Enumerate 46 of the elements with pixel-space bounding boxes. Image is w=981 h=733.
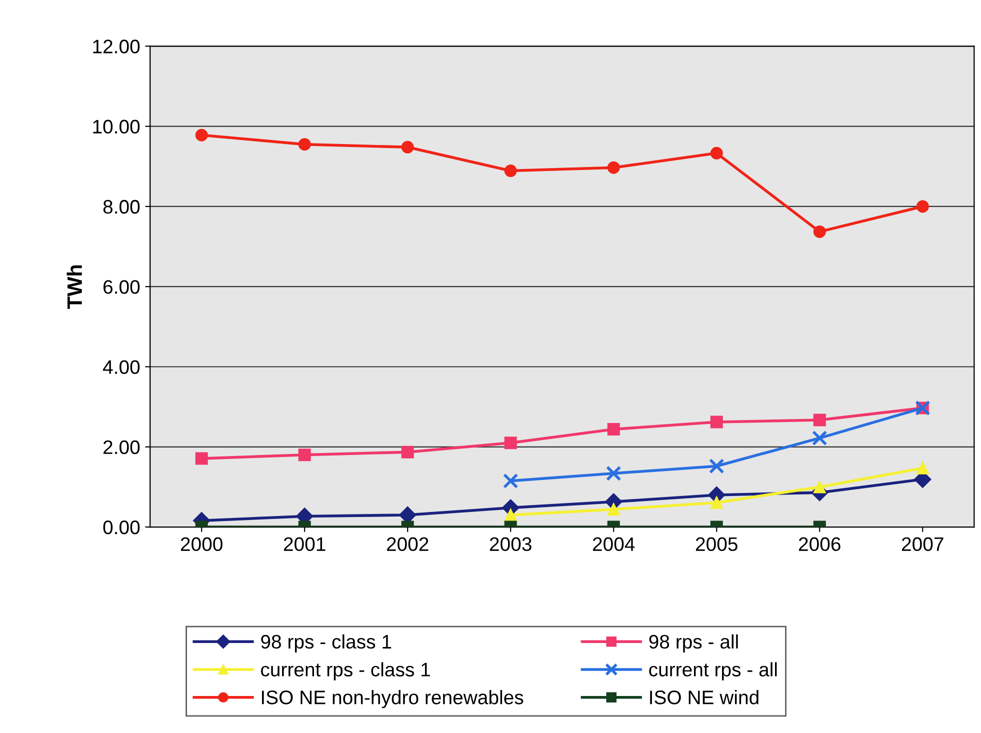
point	[606, 466, 622, 481]
x-tick-label: 2003	[490, 537, 532, 552]
y-tick-label: 6.00	[104, 280, 140, 294]
x-tick-label: 2001	[284, 537, 326, 552]
point	[710, 416, 723, 428]
x-tick-label: 2004	[592, 537, 635, 552]
point	[504, 164, 517, 178]
legend-label: current rps - class 1	[261, 662, 430, 680]
point	[813, 480, 826, 494]
y-tick-label: 12.00	[93, 40, 140, 54]
x-tick-label: 2000	[180, 537, 222, 552]
x-tick-label: 2002	[386, 537, 428, 552]
point	[401, 446, 414, 458]
point	[298, 448, 311, 462]
y-tick-label: 4.00	[102, 360, 140, 374]
point	[708, 458, 724, 474]
point	[502, 473, 518, 489]
x-tick-label: 2007	[902, 537, 944, 552]
point	[916, 200, 929, 213]
point	[813, 414, 826, 426]
point	[195, 128, 208, 142]
y-tick-label: 0.00	[103, 520, 140, 534]
point	[607, 503, 620, 516]
point	[710, 496, 723, 509]
y-tick-label: 10.00	[93, 120, 140, 134]
point	[710, 146, 723, 160]
point	[607, 161, 620, 174]
point	[195, 452, 208, 465]
point	[298, 138, 311, 151]
y-axis-title: TWh	[66, 265, 82, 309]
legend-label: ISO NE wind	[650, 690, 758, 704]
legend-label: ISO NE non-hydro renewables	[262, 690, 524, 708]
point	[401, 140, 414, 154]
point	[504, 436, 517, 450]
x-tick-label: 2005	[696, 537, 738, 552]
y-tick-label: 8.00	[103, 200, 140, 214]
legend-label: current rps - all	[649, 662, 777, 680]
point	[813, 225, 826, 238]
point	[607, 423, 620, 436]
legend-label: 98 rps - all	[649, 634, 738, 652]
point	[504, 508, 517, 522]
point	[916, 462, 929, 474]
x-tick-label: 2006	[798, 537, 840, 552]
point	[812, 430, 828, 446]
y-tick-label: 2.00	[104, 440, 140, 454]
legend-label: 98 rps - class 1	[261, 634, 392, 652]
